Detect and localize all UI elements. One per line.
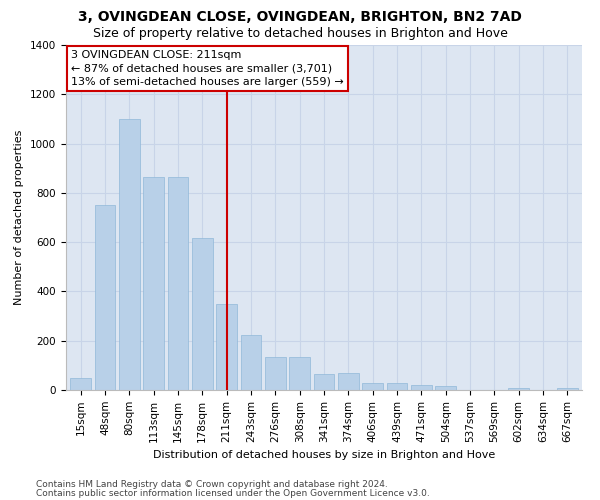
Text: Contains public sector information licensed under the Open Government Licence v3: Contains public sector information licen… (36, 488, 430, 498)
Bar (119, 119, 140, 390)
Bar (143, 177, 164, 390)
Bar (241, 334, 262, 390)
Bar (95, 205, 115, 390)
Bar (314, 374, 334, 390)
Text: Size of property relative to detached houses in Brighton and Hove: Size of property relative to detached ho… (92, 28, 508, 40)
Text: 3, OVINGDEAN CLOSE, OVINGDEAN, BRIGHTON, BN2 7AD: 3, OVINGDEAN CLOSE, OVINGDEAN, BRIGHTON,… (78, 10, 522, 24)
Bar (265, 356, 286, 390)
Bar (192, 238, 212, 390)
Bar (216, 304, 237, 390)
Bar (386, 382, 407, 390)
Text: 3 OVINGDEAN CLOSE: 211sqm
← 87% of detached houses are smaller (3,701)
13% of se: 3 OVINGDEAN CLOSE: 211sqm ← 87% of detac… (71, 50, 344, 86)
Bar (411, 385, 432, 390)
X-axis label: Distribution of detached houses by size in Brighton and Hove: Distribution of detached houses by size … (153, 450, 495, 460)
Bar (436, 386, 456, 390)
Bar (362, 382, 383, 390)
Bar (289, 356, 310, 390)
Y-axis label: Number of detached properties: Number of detached properties (14, 130, 25, 305)
Text: Contains HM Land Registry data © Crown copyright and database right 2024.: Contains HM Land Registry data © Crown c… (36, 480, 388, 489)
Bar (557, 388, 578, 390)
Bar (338, 373, 359, 390)
Bar (167, 177, 188, 390)
Bar (70, 378, 91, 390)
Bar (508, 388, 529, 390)
